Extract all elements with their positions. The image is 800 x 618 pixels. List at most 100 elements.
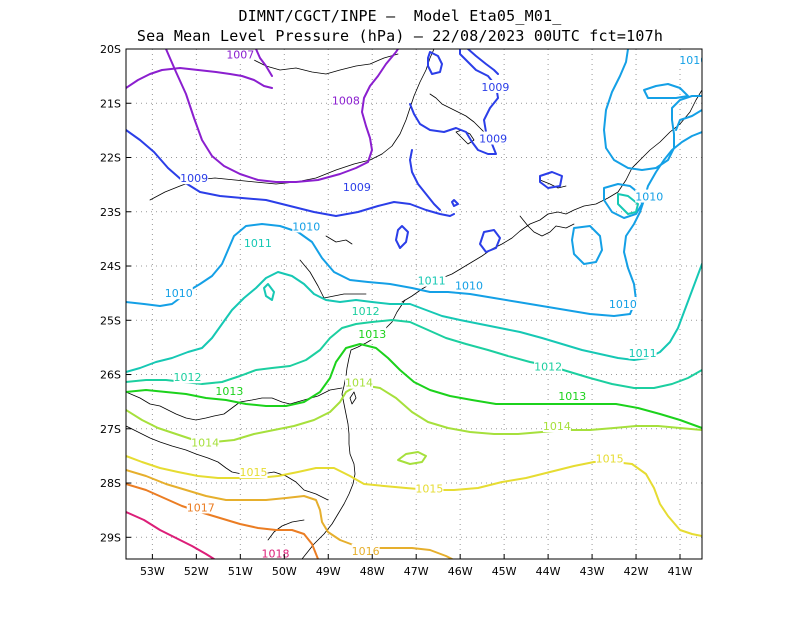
isobar-1011 [617,193,639,215]
lon-tick-label: 45W [492,565,517,578]
isobar-label: 1013 [358,328,386,341]
isobar-1010 [571,225,603,265]
lat-tick-label: 24S [100,260,121,273]
isobar-label-bg [351,304,380,318]
lat-tick-label: 26S [100,369,121,382]
isobar-label-bg [635,189,664,203]
isobar-label: 1018 [261,548,289,561]
isobar-label: 1010 [292,220,320,233]
isobar-label: 1012 [534,360,562,373]
state-border [126,425,329,501]
isobar-label: 1009 [481,81,509,94]
plot-area [126,49,702,559]
state-border [126,387,343,421]
isobar-label-bg [358,326,387,340]
lon-tick-label: 47W [404,565,429,578]
isobar-label-bg [331,93,360,107]
coastline [401,89,702,303]
isobar-label: 1015 [240,466,268,479]
plot-frame [125,48,703,560]
isobar-label-bg [180,171,209,185]
map-title: DIMNT/CGCT/INPE — Model Eta05_M01_ [238,7,562,25]
isobar-label: 1011 [418,275,446,288]
lat-tick-label: 29S [100,531,121,544]
isobar-label: 1010 [455,280,483,293]
isobar-label: 1013 [215,385,243,398]
isobar-label-bg [173,370,202,384]
isobar-label-bg [215,383,244,397]
lon-tick-label: 51W [228,565,253,578]
isobar-label-bg [164,286,193,300]
isobar-label-bg [534,359,563,373]
isobar-label-bg [595,451,624,465]
isobar-label: 1015 [415,482,443,495]
isobar-1009 [427,51,443,75]
isobar-label-bg [342,179,371,193]
isobar-label: 1007 [226,48,254,61]
isobar-label: 1010 [679,54,707,67]
isobar-label: 1016 [352,545,380,558]
isobar-label: 1011 [244,237,272,250]
isobar-label: 1013 [558,390,586,403]
lat-tick-label: 28S [100,477,121,490]
isobar-label-bg [186,500,215,514]
isobar-label: 1014 [191,436,219,449]
state-border [253,53,399,75]
isobar-1017 [126,483,319,559]
map-subtitle: Sea Mean Level Pressure (hPa) — 22/08/20… [136,27,664,45]
isobar-label-bg [243,236,272,250]
isobar-label: 1012 [174,371,202,384]
latitude-axis: 20S 21S 22S 23S 24S 25S 26S 27S 28S 29S [100,43,131,544]
isobar-1009 [451,199,459,207]
isobar-1008 [165,49,399,183]
isobar-label: 1010 [609,298,637,311]
isobar-1009 [409,49,499,155]
state-border [149,153,383,201]
isobar-label: 1010 [635,191,663,204]
isobar-1009 [395,225,409,249]
isobar-1013 [126,343,702,429]
isobar-label-bg [542,419,571,433]
isobar-label-bg [479,131,508,145]
lon-tick-label: 41W [668,565,693,578]
lat-tick-label: 22S [100,152,121,165]
lat-tick-label: 27S [100,423,121,436]
state-border [267,519,305,541]
isobar-label-bg [454,278,483,292]
isobar-label-bg [481,79,510,93]
isobar-label-bg [292,219,321,233]
graticule [126,48,702,559]
isobar-label-bg [191,435,220,449]
isobar-1014 [397,451,427,465]
isobar-label: 1009 [343,181,371,194]
isobar-label-bg [239,465,268,479]
isobar-1012 [126,319,702,389]
lat-tick-label: 20S [100,43,121,56]
lat-tick-label: 25S [100,314,121,327]
isobar-label: 1008 [332,95,360,108]
lon-tick-label: 49W [316,565,341,578]
state-border [299,259,367,299]
isobar-label-bg [345,375,374,389]
isobar-label-bg [417,273,446,287]
isobar-1009 [126,129,455,217]
isobar-label-bg [558,389,587,403]
isobar-label-bg [261,546,290,559]
isobar-1009 [409,149,441,211]
coastline-borders [126,49,702,559]
isobar-labels: 1007 1008 1009 1009 1009 1009 1010 1010 1010 1010… [164,48,707,561]
isobar-label: 1014 [543,420,571,433]
isobar-label: 1017 [187,501,215,514]
isobar-label: 1009 [479,133,507,146]
isobar-1010 [675,109,702,131]
lat-tick-label: 21S [100,97,121,110]
isobar-label-bg [226,49,255,61]
isobar-1009 [539,171,563,189]
isobar-1007 [126,67,273,89]
isobar-1007 [255,49,273,77]
coast-detail [349,391,357,405]
longitude-axis: 53W 52W 51W 50W 49W 48W 47W 46W 45W 44W 43W 42W 41W [140,554,693,578]
lon-tick-label: 46W [448,565,473,578]
isobar-label: 1015 [596,453,624,466]
